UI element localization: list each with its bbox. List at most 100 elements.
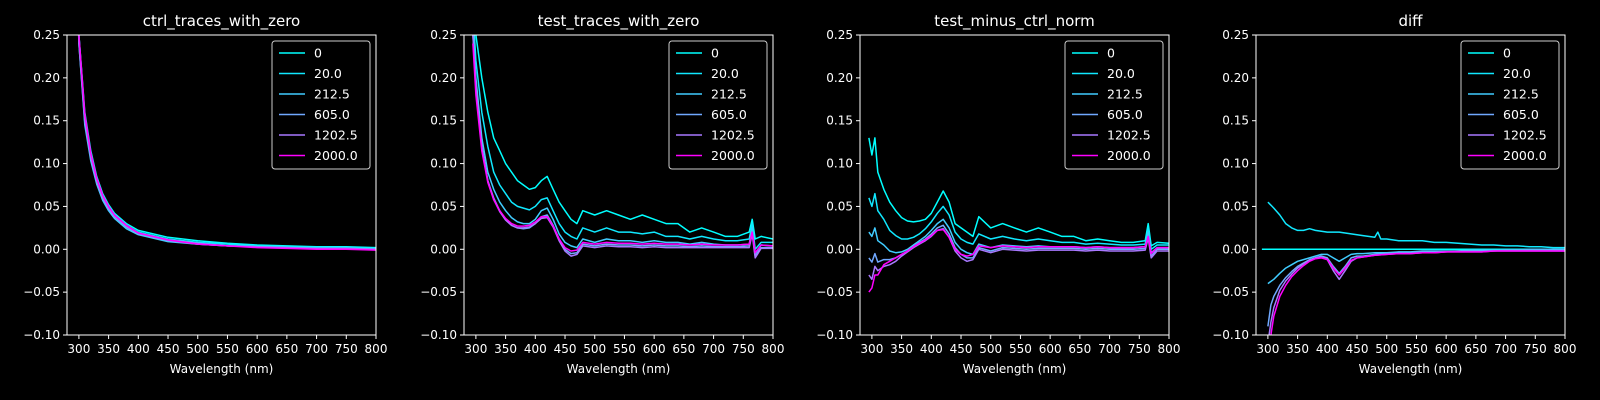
legend: 0 20.0 212.5 605.0 1202.5 2000.0	[1460, 40, 1560, 170]
x-tick-label: 600	[1039, 342, 1062, 356]
series-line-0	[868, 137, 1169, 247]
y-tick-label: 0.10	[1222, 157, 1249, 171]
y-tick-label: 0.10	[826, 157, 853, 171]
x-tick-label: 300	[464, 342, 487, 356]
x-tick-label: 750	[732, 342, 755, 356]
series-line-4	[1268, 250, 1565, 335]
chart-title: diff	[1398, 12, 1423, 30]
legend-entry-label: 1202.5	[1107, 128, 1151, 143]
x-tick-label: 750	[1524, 342, 1547, 356]
x-tick-label: 550	[1405, 342, 1428, 356]
legend-entry-label: 605.0	[1107, 107, 1143, 122]
y-tick-label: 0.20	[826, 71, 853, 85]
series-line-4	[868, 227, 1169, 281]
y-tick-label: −0.05	[23, 285, 60, 299]
chart-title: test_minus_ctrl_norm	[934, 12, 1095, 31]
legend-entry-label: 1202.5	[1503, 128, 1547, 143]
series-lines	[868, 137, 1169, 293]
y-tick-label: 0.25	[826, 28, 853, 42]
x-tick-label: 450	[554, 342, 577, 356]
x-tick-label: 600	[643, 342, 666, 356]
x-tick-label: 500	[979, 342, 1002, 356]
x-tick-label: 350	[890, 342, 913, 356]
x-tick-label: 550	[1009, 342, 1032, 356]
y-tick-label: −0.05	[1212, 285, 1249, 299]
x-tick-label: 350	[97, 342, 120, 356]
chart-panel-4: 300 350 400 450 500 550 600 650 700 750 800 0.25 0.2…	[1212, 12, 1576, 376]
series-lines	[77, 35, 376, 251]
legend-entry-label: 2000.0	[1503, 148, 1547, 163]
y-tick-label: 0.05	[1222, 199, 1249, 213]
x-tick-label: 650	[275, 342, 298, 356]
legend-entry-label: 212.5	[1503, 87, 1539, 102]
legend: 0 20.0 212.5 605.0 1202.5 2000.0	[271, 40, 371, 170]
x-tick-label: 500	[186, 342, 209, 356]
x-tick-label: 500	[583, 342, 606, 356]
y-tick-label: 0.00	[826, 242, 853, 256]
legend-entry-label: 20.0	[314, 66, 342, 81]
series-line-4	[472, 35, 773, 259]
legend-entry-label: 1202.5	[314, 128, 358, 143]
x-tick-label: 400	[524, 342, 547, 356]
series-line-1	[1267, 201, 1565, 249]
axes-frame	[859, 34, 1170, 336]
y-tick-label: 0.25	[1222, 28, 1249, 42]
series-lines	[472, 35, 773, 259]
x-tick-label: 800	[1158, 342, 1181, 356]
y-tick-label: −0.05	[420, 285, 457, 299]
x-tick-label: 450	[1346, 342, 1369, 356]
x-tick-label: 600	[246, 342, 269, 356]
legend-entry-label: 0	[711, 46, 719, 61]
y-tick-label: −0.10	[420, 328, 457, 342]
legend-entry-label: 605.0	[711, 107, 747, 122]
x-tick-label: 400	[127, 342, 150, 356]
x-tick-label: 700	[1098, 342, 1121, 356]
x-axis-label: Wavelength (nm)	[963, 362, 1067, 376]
series-line-2	[1267, 248, 1565, 285]
legend-entry-label: 20.0	[711, 66, 739, 81]
y-tick-label: −0.10	[23, 328, 60, 342]
x-tick-label: 400	[920, 342, 943, 356]
axes-frame	[66, 34, 377, 336]
legend-entry-label: 20.0	[1107, 66, 1135, 81]
x-tick-label: 300	[1256, 342, 1279, 356]
x-tick-label: 500	[1375, 342, 1398, 356]
legend-entry-label: 0	[1107, 46, 1115, 61]
legend-entry-label: 2000.0	[314, 148, 358, 163]
y-tick-label: 0.10	[430, 157, 457, 171]
legend: 0 20.0 212.5 605.0 1202.5 2000.0	[1064, 40, 1164, 170]
y-tick-label: 0.15	[430, 114, 457, 128]
legend-entry-label: 212.5	[314, 87, 350, 102]
chart-title: ctrl_traces_with_zero	[143, 12, 300, 31]
x-tick-label: 550	[613, 342, 636, 356]
series-line-3	[1267, 249, 1565, 327]
x-tick-label: 700	[702, 342, 725, 356]
y-tick-label: 0.00	[1222, 242, 1249, 256]
y-tick-label: 0.20	[430, 71, 457, 85]
y-tick-label: 0.15	[33, 114, 60, 128]
legend-entry-label: 605.0	[314, 107, 350, 122]
axes-frame	[463, 34, 774, 336]
y-tick-label: −0.05	[816, 285, 853, 299]
legend-entry-label: 0	[1503, 46, 1511, 61]
series-line-5	[472, 43, 773, 254]
legend-entry-label: 212.5	[711, 87, 747, 102]
y-tick-label: 0.00	[430, 242, 457, 256]
x-tick-label: 350	[1286, 342, 1309, 356]
x-axis-label: Wavelength (nm)	[567, 362, 671, 376]
y-tick-label: −0.10	[1212, 328, 1249, 342]
chart-panel-3: 300 350 400 450 500 550 600 650 700 750 800 0.25 0.2…	[816, 12, 1180, 376]
series-line-1	[868, 192, 1169, 251]
legend-entry-label: 1202.5	[711, 128, 755, 143]
axes-frame	[1255, 34, 1566, 336]
x-tick-label: 750	[1128, 342, 1151, 356]
series-line-5	[868, 228, 1169, 293]
series-line-3	[868, 224, 1169, 263]
x-tick-label: 700	[1494, 342, 1517, 356]
x-tick-label: 650	[1464, 342, 1487, 356]
chart-title: test_traces_with_zero	[538, 12, 700, 31]
series-line-5	[1270, 250, 1565, 335]
x-tick-label: 750	[335, 342, 358, 356]
y-tick-label: 0.10	[33, 157, 60, 171]
